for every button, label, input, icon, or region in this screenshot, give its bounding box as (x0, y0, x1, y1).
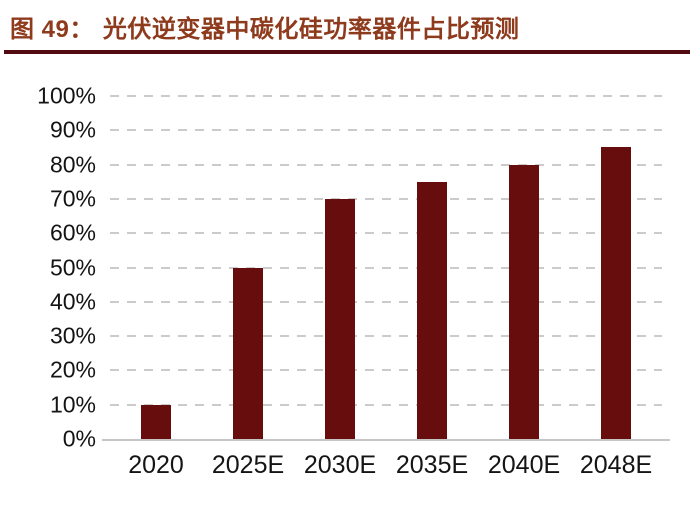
bar-2040E (509, 164, 539, 439)
y-axis-tick-label: 20% (49, 356, 96, 383)
figure-title: 图 49： 光伏逆变器中碳化硅功率器件占比预测 (0, 0, 694, 48)
y-axis-tick-label: 90% (49, 116, 96, 143)
gridline-50 (110, 266, 662, 269)
gridline-20 (110, 369, 662, 372)
gridline-30 (110, 335, 662, 338)
gridline-70 (110, 197, 662, 200)
figure-number-label: 图 49： (10, 16, 94, 43)
x-axis-label-2025E: 2025E (211, 451, 285, 479)
bar-2048E (601, 147, 631, 439)
x-axis-label-2020: 2020 (128, 451, 184, 479)
bar-2035E (417, 181, 447, 439)
x-axis-label-2030E: 2030E (303, 451, 377, 479)
y-axis-tick-label: 30% (49, 322, 96, 349)
x-axis-label-2048E: 2048E (579, 451, 653, 479)
y-axis-tick-label: 80% (49, 151, 96, 178)
y-axis-tick-label: 40% (49, 288, 96, 315)
y-axis-tick-label: 0% (62, 425, 96, 452)
gridline-60 (110, 232, 662, 235)
y-axis-tick-label: 60% (49, 219, 96, 246)
gridline-100 (110, 95, 662, 97)
bar-2020 (141, 404, 171, 439)
bar-2025E (233, 267, 263, 439)
x-axis: 2020 2025E 2030E 2035E 2040E 2048E (110, 451, 662, 485)
bar-2030E (325, 198, 355, 439)
y-axis-tick-label: 70% (49, 185, 96, 212)
x-axis-line (102, 439, 670, 441)
gridline-10 (110, 403, 662, 406)
x-axis-label-2040E: 2040E (487, 451, 561, 479)
plot-area (102, 95, 670, 441)
y-axis-tick-label: 10% (49, 391, 96, 418)
figure-title-text: 光伏逆变器中碳化硅功率器件占比预测 (102, 16, 520, 43)
bar-chart: 0% 10% 20% 30% 40% 50% 60% 70% 80% 90% 100% 2020 20… (0, 54, 694, 506)
gridline-80 (110, 163, 662, 166)
y-axis-tick-label: 100% (37, 82, 96, 109)
y-axis-tick-label: 50% (49, 254, 96, 280)
x-axis-label-2035E: 2035E (395, 451, 469, 479)
title-rule (4, 50, 690, 54)
gridline-90 (110, 129, 662, 132)
gridline-40 (110, 300, 662, 303)
y-axis: 0% 10% 20% 30% 40% 50% 60% 70% 80% 90% 100% (0, 83, 96, 452)
